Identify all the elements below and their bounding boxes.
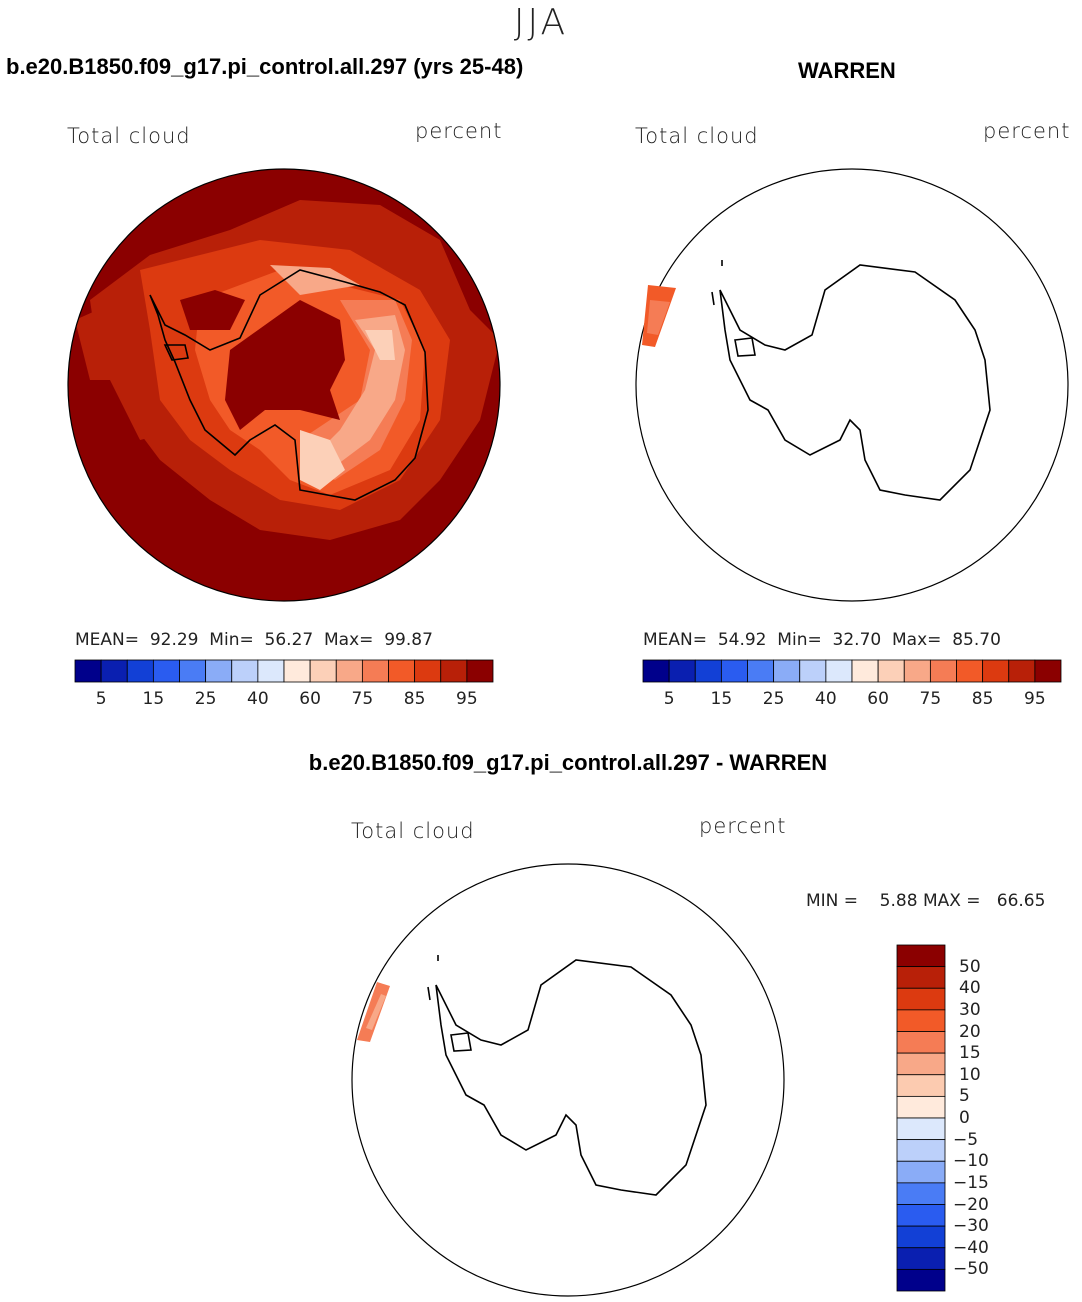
colorbar-swatch <box>896 944 946 968</box>
panel2-units-label: percent <box>983 119 1071 143</box>
colorbar-tick-label: 0 <box>959 1108 970 1128</box>
colorbar-swatch <box>896 1031 946 1054</box>
panel1-stats: MEAN= 92.29 Min= 56.27 Max= 99.87 <box>75 630 433 650</box>
panel1-min-label: Min= <box>209 630 254 650</box>
colorbar-tick-label: −5 <box>953 1129 979 1150</box>
panel2-max-value: 85.70 <box>952 630 1001 650</box>
colorbar-tick-label: 75 <box>919 689 942 709</box>
colorbar-tick-label: −50 <box>953 1259 989 1280</box>
colorbar-swatch <box>896 1117 946 1141</box>
panel2-min-value: 32.70 <box>832 630 882 650</box>
panel3-stats: MIN = 5.88 MAX = 66.65 <box>806 891 1045 911</box>
colorbar-swatch <box>896 1009 946 1032</box>
colorbar-tick-label: 20 <box>959 1021 981 1042</box>
colorbar-swatch <box>896 987 946 1011</box>
season-title: JJA <box>513 2 569 43</box>
colorbar-swatch <box>896 1182 946 1205</box>
colorbar-swatch <box>896 966 946 989</box>
colorbar-tick-label: 25 <box>194 689 217 709</box>
panel1-max-label: Max= <box>324 630 374 650</box>
colorbar-swatch <box>896 1160 946 1184</box>
panel3-variable-label: Total cloud <box>351 819 475 843</box>
colorbar-swatch <box>896 1204 946 1227</box>
colorbar-tick-label: 95 <box>456 689 478 709</box>
panel2-colorbar <box>642 659 1062 683</box>
colorbar-tick-label: 5 <box>95 689 107 709</box>
panel1-mean-value: 92.29 <box>149 630 199 650</box>
panel2-case-title: WARREN <box>798 58 896 83</box>
colorbar-tick-label: 85 <box>971 689 994 709</box>
colorbar-swatch <box>896 1095 946 1119</box>
panel2-mean-value: 54.92 <box>717 630 767 650</box>
panel1-mean-label: MEAN= <box>75 630 139 650</box>
panel2-min-label: Min= <box>777 630 822 650</box>
colorbar-tick-label: 15 <box>710 689 733 709</box>
panel2-variable-label: Total cloud <box>635 124 759 148</box>
colorbar-tick-label: 15 <box>142 689 165 709</box>
colorbar-tick-label: 5 <box>663 689 675 709</box>
panel2-stats: MEAN= 54.92 Min= 32.70 Max= 85.70 <box>643 630 1001 650</box>
colorbar-swatch <box>896 1052 946 1076</box>
colorbar-tick-label: 30 <box>959 999 981 1020</box>
panel1-case-title: b.e20.B1850.f09_g17.pi_control.all.297 (… <box>6 54 524 79</box>
colorbar-tick-label: 25 <box>762 689 785 709</box>
panel1-max-value: 99.87 <box>384 630 433 650</box>
colorbar-tick-label: 60 <box>867 689 889 709</box>
colorbar-tick-label: −15 <box>953 1172 989 1193</box>
panel3-case-title: b.e20.B1850.f09_g17.pi_control.all.297 -… <box>308 750 828 775</box>
colorbar-swatch <box>466 659 494 683</box>
colorbar-tick-label: 40 <box>815 689 837 709</box>
colorbar-tick-label: 40 <box>247 689 269 709</box>
colorbar-swatch <box>896 1074 946 1097</box>
colorbar-swatch <box>896 1268 946 1292</box>
colorbar-tick-label: 60 <box>299 689 321 709</box>
colorbar-swatch <box>896 1247 946 1270</box>
panel2-mean-label: MEAN= <box>643 630 707 650</box>
panel3-max-value: 66.65 <box>996 891 1046 911</box>
colorbar-tick-label: 95 <box>1024 689 1046 709</box>
panel3-min-label: MIN = <box>806 891 859 911</box>
panel1-colorbar-ticks: 5 15 25 40 60 75 85 95 <box>75 689 493 711</box>
panel3-colorbar-ticks: 50 40 30 20 15 10 5 0 −5 −10 −15 −20 −30 −40 −50 <box>953 945 1013 1291</box>
colorbar-tick-label: 15 <box>959 1043 981 1064</box>
panel2-max-label: Max= <box>892 630 942 650</box>
colorbar-swatch <box>896 1225 946 1249</box>
colorbar-tick-label: −10 <box>953 1151 989 1172</box>
colorbar-tick-label: −40 <box>953 1237 989 1258</box>
panel1-colorbar <box>74 659 494 683</box>
colorbar-tick-label: 40 <box>959 978 981 999</box>
colorbar-tick-label: 10 <box>959 1064 981 1085</box>
panel3-min-value: 5.88 <box>879 891 918 911</box>
panel1-units-label: percent <box>415 119 503 143</box>
colorbar-tick-label: 75 <box>351 689 374 709</box>
panel1-variable-label: Total cloud <box>67 124 191 148</box>
panel2-colorbar-ticks: 5 15 25 40 60 75 85 95 <box>643 689 1061 711</box>
colorbar-tick-label: 50 <box>959 956 981 977</box>
colorbar-tick-label: −20 <box>953 1194 989 1215</box>
panel3-max-label: MAX = <box>922 891 981 911</box>
panel3-colorbar <box>896 944 946 1292</box>
colorbar-swatch <box>896 1139 946 1162</box>
colorbar-tick-label: 5 <box>959 1086 970 1107</box>
colorbar-swatch <box>1034 659 1062 683</box>
panel3-units-label: percent <box>699 814 787 838</box>
panel1-min-value: 56.27 <box>264 630 314 650</box>
colorbar-tick-label: −30 <box>953 1216 989 1237</box>
colorbar-tick-label: 85 <box>403 689 426 709</box>
